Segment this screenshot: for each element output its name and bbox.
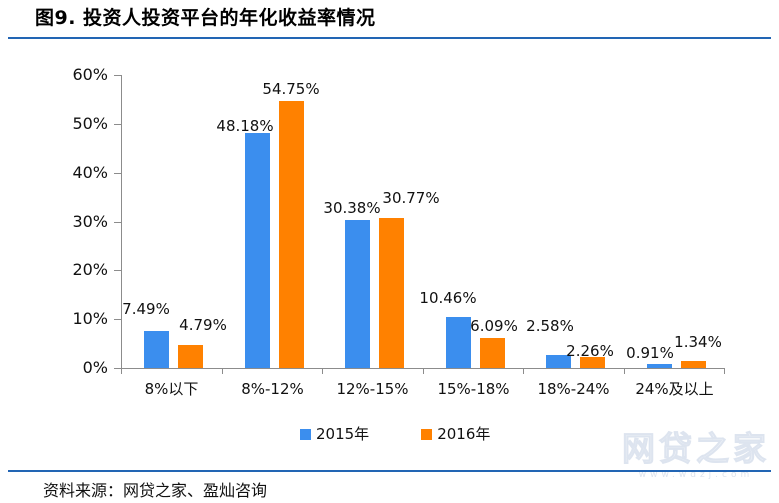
- data-label-2015年-4: 2.58%: [526, 317, 574, 335]
- y-axis-tick-label: 0%: [82, 358, 108, 377]
- y-axis-tick: [114, 75, 121, 76]
- data-label-2016年-4: 2.26%: [566, 342, 614, 360]
- legend-swatch-icon: [300, 428, 311, 440]
- top-divider-line: [8, 37, 771, 39]
- bottom-divider-line: [8, 470, 771, 472]
- y-axis-tick-label: 10%: [72, 309, 108, 328]
- chart-legend: 2015年 2016年: [300, 426, 490, 442]
- x-axis-category-label: 8%-12%: [241, 380, 304, 398]
- x-axis-tick: [222, 368, 223, 374]
- data-label-2015年-0: 7.49%: [122, 300, 170, 318]
- x-axis-tick: [724, 368, 725, 374]
- data-label-2015年-2: 30.38%: [323, 199, 381, 217]
- y-axis-tick: [114, 173, 121, 174]
- watermark-url-text: www.wdzj.com: [638, 470, 754, 480]
- x-axis-tick: [121, 368, 122, 374]
- y-axis-tick: [114, 222, 121, 223]
- x-axis-category-label: 12%-15%: [336, 380, 409, 398]
- bar-2015年-2: [345, 220, 370, 368]
- bar-2015年-0: [144, 331, 169, 368]
- source-note: 资料来源：网贷之家、盈灿咨询: [43, 481, 268, 500]
- data-label-2015年-1: 48.18%: [216, 117, 274, 135]
- y-axis-tick-label: 30%: [72, 212, 108, 231]
- data-label-2016年-3: 6.09%: [470, 317, 518, 335]
- data-label-2016年-0: 4.79%: [179, 316, 227, 334]
- y-axis-tick-label: 50%: [72, 114, 108, 133]
- x-axis-category-label: 18%-24%: [537, 380, 610, 398]
- y-axis-tick: [114, 270, 121, 271]
- x-axis-tick: [322, 368, 323, 374]
- watermark-brand-text: 网贷之家: [622, 429, 770, 468]
- y-axis-tick-label: 40%: [72, 163, 108, 182]
- data-label-2015年-5: 0.91%: [626, 344, 674, 362]
- x-axis-category-label: 24%及以上: [635, 380, 714, 398]
- legend-item-1: 2016年: [421, 426, 490, 442]
- y-axis-tick-label: 60%: [72, 65, 108, 84]
- bar-2016年-3: [480, 338, 505, 368]
- bar-2016年-2: [379, 218, 404, 368]
- legend-label: 2016年: [437, 425, 491, 443]
- y-axis-tick: [114, 124, 121, 125]
- bar-2016年-1: [279, 101, 304, 368]
- y-axis-tick-label: 20%: [72, 260, 108, 279]
- x-axis-tick: [523, 368, 524, 374]
- y-axis-tick: [114, 319, 121, 320]
- bar-2016年-4: [580, 357, 605, 368]
- bar-2015年-4: [546, 355, 571, 368]
- bar-2016年-5: [681, 361, 706, 368]
- bar-2015年-1: [245, 133, 270, 368]
- watermark: 网贷之家 www.wdzj.com: [622, 429, 770, 480]
- data-label-2016年-1: 54.75%: [262, 80, 320, 98]
- legend-item-0: 2015年: [300, 426, 369, 442]
- x-axis-category-label: 8%以下: [144, 380, 199, 398]
- legend-swatch-icon: [421, 428, 433, 440]
- bar-2016年-0: [178, 345, 203, 368]
- bar-2015年-5: [647, 364, 672, 368]
- x-axis-tick: [423, 368, 424, 374]
- page-title: 图9. 投资人投资平台的年化收益率情况: [35, 7, 376, 29]
- y-axis-line: [121, 75, 122, 369]
- x-axis-category-label: 15%-18%: [437, 380, 510, 398]
- data-label-2015年-3: 10.46%: [419, 289, 477, 307]
- data-label-2016年-5: 1.34%: [674, 333, 722, 351]
- bar-2015年-3: [446, 317, 471, 368]
- data-label-2016年-2: 30.77%: [382, 189, 440, 207]
- y-axis-tick: [114, 368, 121, 369]
- x-axis-tick: [624, 368, 625, 374]
- legend-label: 2015年: [316, 425, 370, 443]
